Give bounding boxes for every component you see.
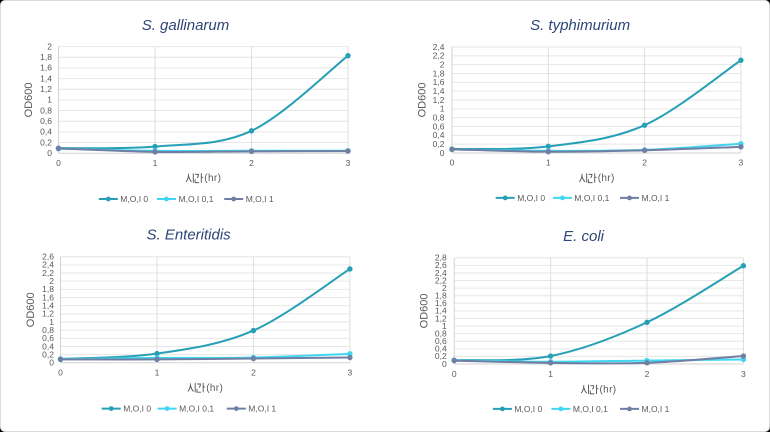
- svg-text:M,O,I 1: M,O,I 1: [642, 404, 670, 414]
- svg-text:M,O,I 1: M,O,I 1: [248, 404, 276, 414]
- svg-text:2,2: 2,2: [433, 51, 445, 61]
- svg-text:2,6: 2,6: [42, 252, 54, 262]
- svg-text:M,O,I 0,1: M,O,I 0,1: [573, 404, 608, 414]
- svg-text:0,2: 0,2: [433, 139, 445, 149]
- svg-text:M,O,I 0,1: M,O,I 0,1: [574, 193, 609, 203]
- svg-text:1,6: 1,6: [40, 63, 52, 73]
- svg-text:3: 3: [739, 158, 744, 168]
- svg-text:M,O,I 1: M,O,I 1: [642, 193, 670, 203]
- svg-text:1: 1: [47, 95, 52, 105]
- svg-text:0,6: 0,6: [40, 116, 52, 126]
- svg-text:1,8: 1,8: [435, 291, 447, 301]
- svg-text:0,8: 0,8: [433, 112, 445, 122]
- svg-text:OD600: OD600: [23, 82, 35, 117]
- svg-text:2: 2: [642, 158, 647, 168]
- svg-text:M,O,I 0: M,O,I 0: [517, 193, 545, 203]
- svg-text:1,4: 1,4: [435, 306, 447, 316]
- svg-text:2: 2: [440, 59, 445, 69]
- svg-text:M,O,I 0: M,O,I 0: [123, 404, 151, 414]
- svg-text:0,4: 0,4: [433, 130, 445, 140]
- svg-text:0,2: 0,2: [435, 351, 447, 361]
- svg-text:S. Enteritidis: S. Enteritidis: [146, 227, 231, 244]
- svg-text:0,2: 0,2: [42, 349, 54, 359]
- svg-text:(hr): (hr): [204, 173, 221, 184]
- svg-text:OD600: OD600: [419, 293, 431, 328]
- svg-text:0: 0: [49, 358, 54, 368]
- svg-text:2,4: 2,4: [435, 268, 447, 278]
- svg-text:(hr): (hr): [600, 385, 617, 396]
- svg-text:1: 1: [153, 158, 158, 168]
- svg-text:1,4: 1,4: [433, 86, 445, 96]
- svg-text:1,2: 1,2: [40, 84, 52, 94]
- svg-text:0: 0: [440, 148, 445, 158]
- svg-text:3: 3: [348, 368, 353, 378]
- svg-text:0: 0: [56, 158, 61, 168]
- svg-text:0,8: 0,8: [42, 325, 54, 335]
- svg-text:E. coli: E. coli: [563, 228, 605, 245]
- svg-text:0,6: 0,6: [42, 333, 54, 343]
- svg-text:S. typhimurium: S. typhimurium: [530, 17, 630, 34]
- svg-text:2,2: 2,2: [42, 268, 54, 278]
- svg-text:1,4: 1,4: [40, 73, 52, 83]
- svg-text:1: 1: [440, 104, 445, 114]
- svg-text:0,2: 0,2: [40, 137, 52, 147]
- svg-text:2: 2: [251, 368, 256, 378]
- svg-text:0,8: 0,8: [435, 328, 447, 338]
- svg-text:2: 2: [47, 41, 52, 51]
- svg-text:2: 2: [249, 158, 254, 168]
- svg-text:0,4: 0,4: [435, 344, 447, 354]
- svg-text:1,6: 1,6: [433, 77, 445, 87]
- svg-text:M,O,I 0,1: M,O,I 0,1: [179, 404, 214, 414]
- svg-text:0: 0: [450, 158, 455, 168]
- svg-text:0,8: 0,8: [40, 105, 52, 115]
- svg-text:1,2: 1,2: [433, 95, 445, 105]
- svg-text:(hr): (hr): [206, 383, 223, 394]
- svg-text:OD600: OD600: [25, 292, 37, 327]
- svg-text:2: 2: [49, 276, 54, 286]
- svg-text:2: 2: [442, 283, 447, 293]
- svg-text:1: 1: [442, 321, 447, 331]
- svg-text:1: 1: [155, 368, 160, 378]
- svg-text:1,6: 1,6: [42, 292, 54, 302]
- svg-text:1,8: 1,8: [40, 52, 52, 62]
- svg-text:1,8: 1,8: [42, 284, 54, 294]
- svg-text:2,2: 2,2: [435, 275, 447, 285]
- svg-text:0,4: 0,4: [40, 127, 52, 137]
- svg-text:M,O,I 0,1: M,O,I 0,1: [179, 194, 214, 204]
- svg-text:1: 1: [49, 317, 54, 327]
- svg-text:2,4: 2,4: [433, 42, 445, 52]
- svg-text:2,4: 2,4: [42, 260, 54, 270]
- svg-text:2,6: 2,6: [435, 260, 447, 270]
- svg-text:3: 3: [741, 369, 746, 379]
- svg-text:M,O,I 0: M,O,I 0: [120, 194, 148, 204]
- svg-text:2: 2: [645, 369, 650, 379]
- svg-text:1: 1: [546, 158, 551, 168]
- svg-text:0: 0: [58, 368, 63, 378]
- svg-text:3: 3: [346, 158, 351, 168]
- svg-text:M,O,I 1: M,O,I 1: [246, 194, 274, 204]
- svg-text:0: 0: [47, 148, 52, 158]
- svg-text:S. gallinarum: S. gallinarum: [142, 17, 230, 34]
- svg-text:1,8: 1,8: [433, 68, 445, 78]
- svg-text:0,6: 0,6: [435, 336, 447, 346]
- svg-text:OD600: OD600: [416, 83, 428, 118]
- svg-text:0,6: 0,6: [433, 121, 445, 131]
- svg-text:0: 0: [452, 369, 457, 379]
- svg-text:1,6: 1,6: [435, 298, 447, 308]
- svg-text:1,4: 1,4: [42, 300, 54, 310]
- svg-text:0,4: 0,4: [42, 341, 54, 351]
- svg-text:1: 1: [548, 369, 553, 379]
- svg-text:1,2: 1,2: [435, 313, 447, 323]
- svg-text:2,8: 2,8: [435, 253, 447, 263]
- svg-text:(hr): (hr): [598, 173, 615, 184]
- svg-text:1,2: 1,2: [42, 309, 54, 319]
- svg-text:0: 0: [442, 359, 447, 369]
- svg-text:M,O,I 0: M,O,I 0: [514, 404, 542, 414]
